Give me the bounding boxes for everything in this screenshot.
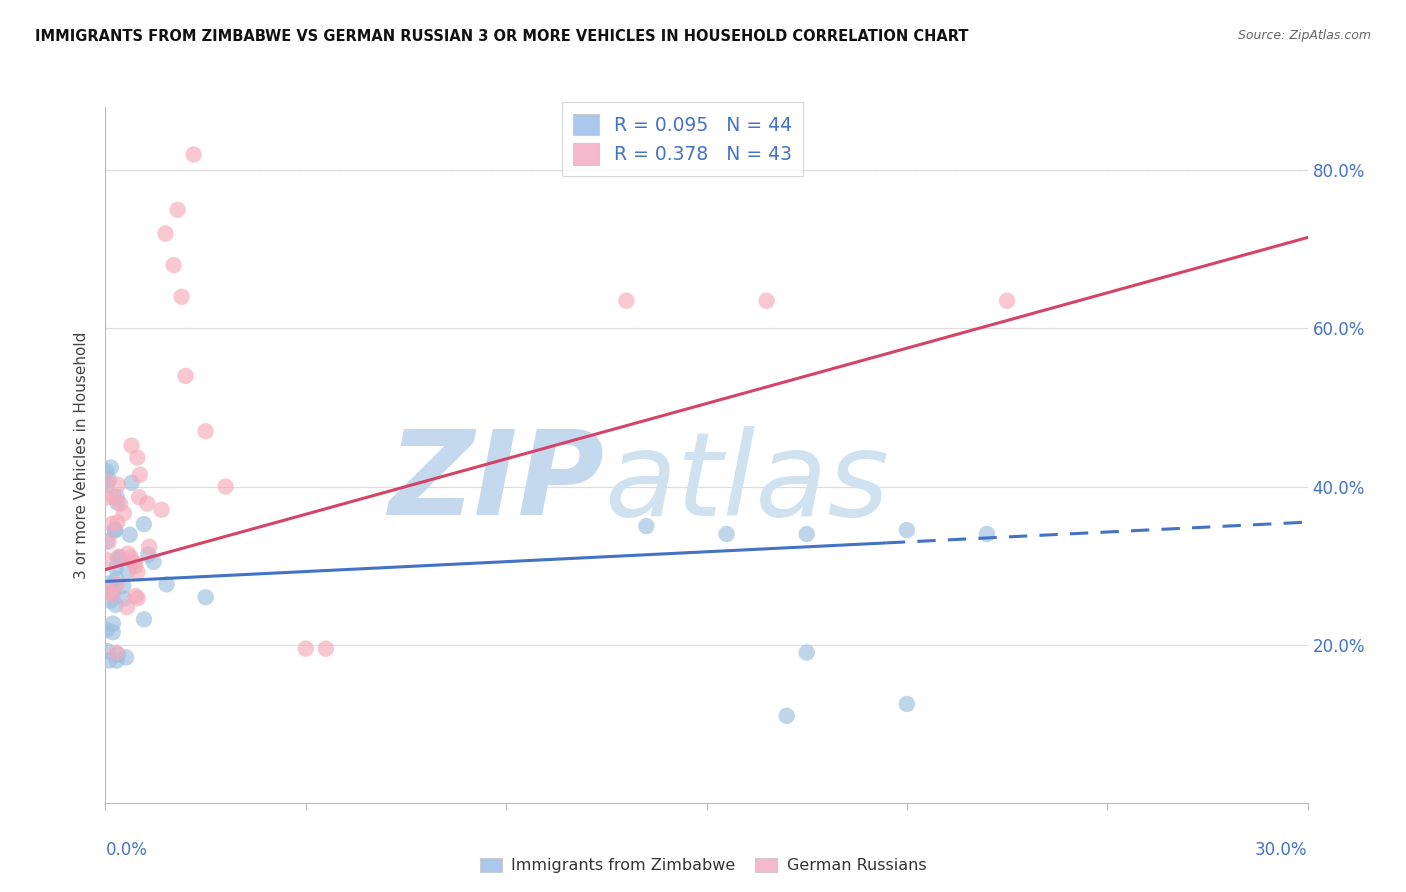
Point xyxy=(115,600,138,615)
Point xyxy=(214,479,236,493)
Point xyxy=(995,293,1018,308)
Point xyxy=(127,450,149,465)
Point xyxy=(112,506,135,520)
Point xyxy=(132,517,155,532)
Point xyxy=(166,202,188,217)
Point xyxy=(121,439,143,453)
Point xyxy=(155,227,177,241)
Point xyxy=(96,491,118,505)
Point xyxy=(150,502,173,516)
Point xyxy=(132,612,155,626)
Point xyxy=(194,591,217,605)
Point xyxy=(124,589,146,603)
Point xyxy=(97,644,120,658)
Point xyxy=(101,516,124,531)
Point xyxy=(105,572,128,586)
Point xyxy=(138,540,160,554)
Point xyxy=(98,653,121,667)
Point xyxy=(98,473,121,487)
Point xyxy=(118,528,141,542)
Point xyxy=(104,523,127,537)
Text: Source: ZipAtlas.com: Source: ZipAtlas.com xyxy=(1237,29,1371,42)
Point xyxy=(107,549,129,564)
Point xyxy=(896,523,918,537)
Point xyxy=(108,550,131,565)
Point xyxy=(105,495,128,509)
Point xyxy=(107,648,129,662)
Point xyxy=(295,641,318,656)
Point xyxy=(122,556,145,570)
Text: 0.0%: 0.0% xyxy=(105,841,148,859)
Point xyxy=(100,594,122,608)
Point xyxy=(129,467,152,482)
Point xyxy=(976,527,998,541)
Point xyxy=(194,424,217,438)
Point xyxy=(128,490,150,504)
Point xyxy=(100,460,122,475)
Point xyxy=(138,548,160,562)
Point xyxy=(110,497,132,511)
Point xyxy=(101,584,124,599)
Point xyxy=(124,558,146,573)
Point xyxy=(96,623,118,637)
Point xyxy=(101,588,124,602)
Point xyxy=(115,650,138,665)
Text: IMMIGRANTS FROM ZIMBABWE VS GERMAN RUSSIAN 3 OR MORE VEHICLES IN HOUSEHOLD CORRE: IMMIGRANTS FROM ZIMBABWE VS GERMAN RUSSI… xyxy=(35,29,969,44)
Point xyxy=(96,552,118,566)
Point xyxy=(96,478,118,492)
Point xyxy=(127,565,149,579)
Point xyxy=(107,478,129,492)
Point xyxy=(117,547,139,561)
Point xyxy=(103,491,125,505)
Point xyxy=(183,147,205,161)
Point xyxy=(104,524,127,538)
Point xyxy=(96,534,118,549)
Point xyxy=(121,475,143,490)
Point xyxy=(896,697,918,711)
Point xyxy=(776,708,799,723)
Point xyxy=(616,293,638,308)
Point xyxy=(162,258,184,272)
Point xyxy=(120,550,142,565)
Point xyxy=(105,653,128,667)
Point xyxy=(127,591,149,606)
Point xyxy=(796,646,818,660)
Point xyxy=(142,555,165,569)
Legend: R = 0.095   N = 44, R = 0.378   N = 43: R = 0.095 N = 44, R = 0.378 N = 43 xyxy=(561,103,803,176)
Point xyxy=(796,527,818,541)
Point xyxy=(136,496,159,510)
Point xyxy=(315,641,337,656)
Point xyxy=(101,625,124,640)
Point xyxy=(104,598,127,612)
Point xyxy=(105,490,128,504)
Point xyxy=(98,576,121,591)
Point xyxy=(112,579,135,593)
Legend: Immigrants from Zimbabwe, German Russians: Immigrants from Zimbabwe, German Russian… xyxy=(474,851,932,880)
Point xyxy=(105,646,128,660)
Point xyxy=(117,564,139,578)
Point xyxy=(174,368,197,383)
Point xyxy=(105,516,128,530)
Point xyxy=(101,616,124,631)
Point xyxy=(96,464,118,478)
Point xyxy=(104,561,127,575)
Point xyxy=(755,293,778,308)
Point xyxy=(716,527,738,541)
Point xyxy=(105,577,128,591)
Point xyxy=(170,290,193,304)
Point xyxy=(98,584,121,599)
Text: 30.0%: 30.0% xyxy=(1256,841,1308,859)
Point xyxy=(636,519,658,533)
Text: atlas: atlas xyxy=(605,425,890,540)
Text: ZIP: ZIP xyxy=(388,425,605,541)
Point xyxy=(97,534,120,549)
Point xyxy=(107,551,129,566)
Y-axis label: 3 or more Vehicles in Household: 3 or more Vehicles in Household xyxy=(75,331,90,579)
Point xyxy=(156,577,179,591)
Point xyxy=(112,591,135,606)
Point xyxy=(96,474,118,488)
